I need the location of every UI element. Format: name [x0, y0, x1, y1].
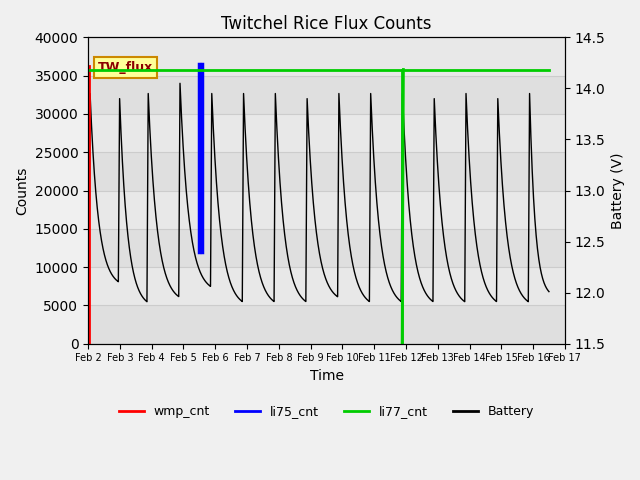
Y-axis label: Battery (V): Battery (V) [611, 152, 625, 229]
Bar [88, 305, 565, 344]
X-axis label: Time: Time [310, 369, 344, 383]
Text: TW_flux: TW_flux [98, 61, 153, 74]
Legend: wmp_cnt, li75_cnt, li77_cnt, Battery: wmp_cnt, li75_cnt, li77_cnt, Battery [114, 400, 540, 423]
Y-axis label: Counts: Counts [15, 167, 29, 215]
Bar [88, 152, 565, 191]
Bar [88, 229, 565, 267]
Title: Twitchel Rice Flux Counts: Twitchel Rice Flux Counts [221, 15, 432, 33]
Bar [88, 76, 565, 114]
